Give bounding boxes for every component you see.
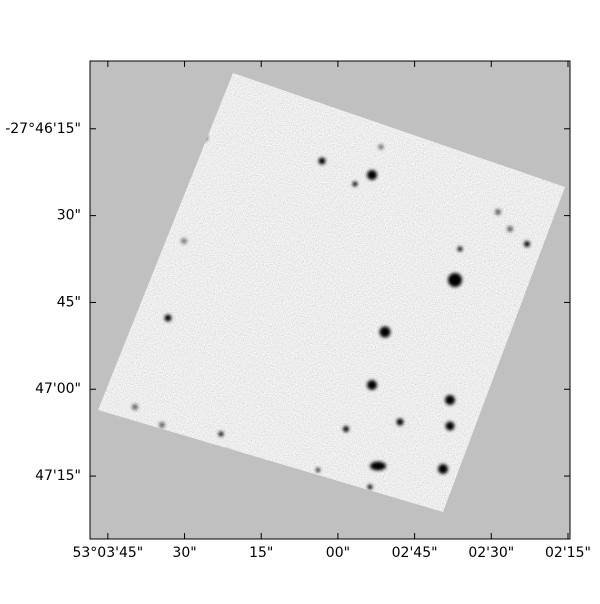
x-tick-label: 00"	[326, 545, 350, 561]
axes-frame	[89, 60, 571, 540]
y-tick-label: 30"	[57, 208, 81, 224]
y-tick-label: 47'00"	[35, 381, 81, 397]
x-tick-label: 02'45"	[392, 545, 438, 561]
x-tick-label: 15"	[249, 545, 273, 561]
x-tick-label: 30"	[172, 545, 196, 561]
x-tick-label: 53°03'45"	[72, 545, 143, 561]
y-tick-label: 45"	[57, 294, 81, 310]
x-tick-label: 02'15"	[545, 545, 591, 561]
y-tick-label: -27°46'15"	[5, 121, 81, 137]
x-tick-label: 02'30"	[468, 545, 514, 561]
y-tick-label: 47'15"	[35, 468, 81, 484]
